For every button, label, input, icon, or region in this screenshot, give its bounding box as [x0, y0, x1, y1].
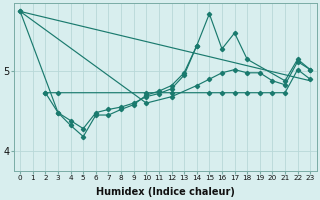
- X-axis label: Humidex (Indice chaleur): Humidex (Indice chaleur): [96, 187, 235, 197]
